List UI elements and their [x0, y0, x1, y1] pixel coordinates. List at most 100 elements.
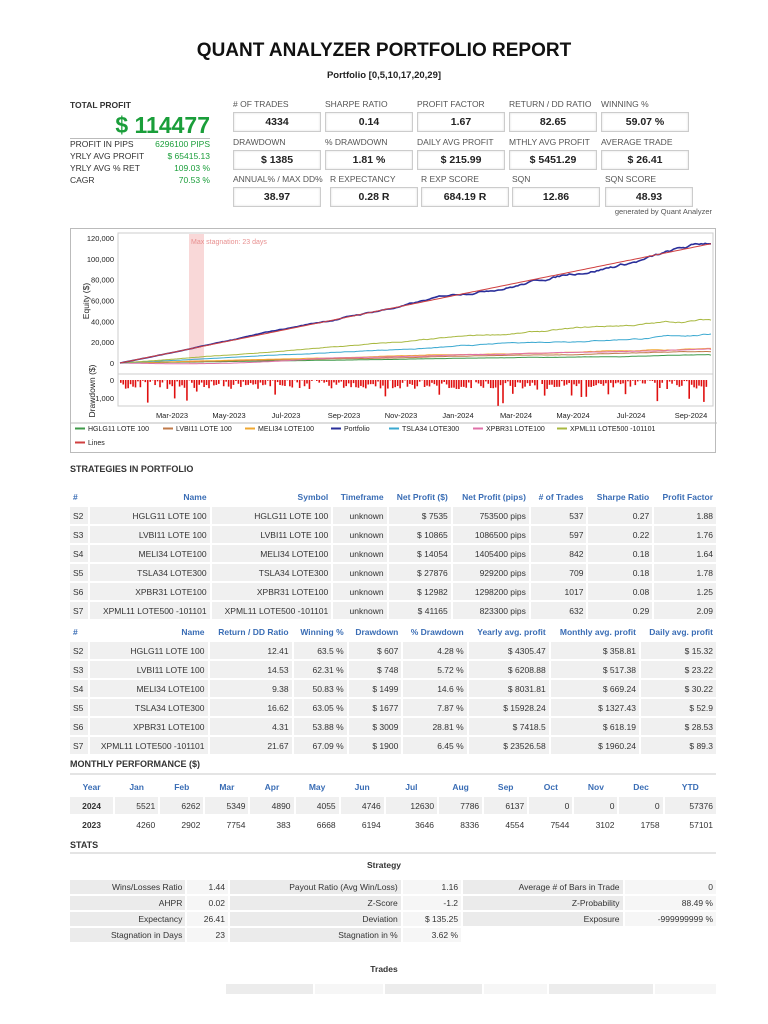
drawdown-bar [639, 380, 641, 381]
drawdown-bar [568, 380, 570, 384]
y-tick-label: 20,000 [91, 338, 114, 347]
stat-label: Average # of Bars in Trade [463, 880, 623, 894]
table-cell: 5521 [115, 797, 159, 814]
strategies-table: # Name Symbol Timeframe Net Profit ($) Net Pr… [68, 486, 718, 621]
table-cell: S4 [70, 545, 88, 562]
y-tick-label: 80,000 [91, 276, 114, 285]
x-tick-label: May-2024 [556, 411, 589, 420]
table-cell: HGLG11 LOTE 100 [89, 507, 210, 524]
kpi-label: ANNUAL% / MAX DD% [233, 174, 323, 184]
table-cell: 50.83 % [293, 680, 347, 697]
kpi-value: $ 5451.29 [509, 150, 597, 170]
table-cell: 0 [574, 797, 618, 814]
drawdown-bar [578, 380, 580, 384]
table-cell: unknown [333, 507, 387, 524]
drawdown-bar [232, 380, 235, 385]
drawdown-bar [455, 380, 458, 389]
table-cell: 0.27 [588, 507, 653, 524]
table-cell: $ 3009 [348, 718, 402, 735]
table-cell: 5349 [205, 797, 249, 814]
table-header-row: Year Jan Feb Mar Apr May Jun Jul Aug Sep Oct Nov Dec… [70, 778, 716, 795]
strategies-metrics-table: # Name Return / DD Ratio Winning % Drawdown%… [68, 621, 718, 756]
drawdown-bar [705, 380, 708, 387]
kpi-label: R EXP SCORE [421, 174, 479, 184]
drawdown-bar [489, 380, 492, 389]
drawdown-bar [661, 380, 664, 383]
stat-label: Z-Score [230, 896, 401, 910]
stats-row: Stagnation in Days 23 Stagnation in % 3.62 … [70, 928, 716, 942]
kpi-label: SQN [512, 174, 531, 184]
equity-axis-label: Equity ($) [81, 283, 91, 320]
table-cell: 4746 [340, 797, 384, 814]
drawdown-bar [335, 380, 338, 385]
drawdown-bar [524, 380, 526, 387]
column-header: Net Profit (pips) [462, 491, 526, 502]
table-cell: 1086500 pips [452, 526, 529, 543]
stat-value: -999999999 % [624, 912, 716, 926]
drawdown-bar [668, 380, 671, 382]
drawdown-bar [137, 380, 139, 382]
kpi-value: 1.81 % [325, 150, 413, 170]
drawdown-bar [338, 380, 340, 383]
table-cell: $ 10865 [388, 526, 451, 543]
drawdown-bar [512, 380, 514, 394]
drawdown-bar [651, 380, 654, 382]
drawdown-bar [374, 380, 377, 387]
divider [70, 138, 210, 139]
legend-label: TSLA34 LOTE300 [402, 426, 459, 433]
drawdown-bar [482, 380, 485, 388]
drawdown-bar [676, 380, 678, 386]
drawdown-bar [159, 380, 161, 388]
column-header: Apr [264, 781, 280, 792]
table-cell: HGLG11 LOTE 100 [89, 642, 208, 659]
table-cell: XPML11 LOTE500 -101101 [211, 602, 332, 619]
series-line [120, 354, 712, 364]
kpi-value: 38.97 [233, 187, 321, 207]
column-header: Return / DD Ratio [218, 626, 289, 637]
kpi-value: 684.19 R [421, 187, 509, 207]
drawdown-axis-label: Drawdown ($) [87, 364, 97, 417]
kpi-label: R EXPECTANCY [330, 174, 396, 184]
drawdown-bar [154, 380, 156, 386]
y-tick-label: 60,000 [91, 297, 114, 306]
drawdown-bar [443, 380, 445, 382]
column-header: Daily avg. profit [649, 626, 713, 637]
drawdown-bar [120, 380, 122, 383]
table-cell: unknown [333, 526, 387, 543]
drawdown-bar [693, 380, 695, 388]
kpi-label: % DRAWDOWN [325, 137, 388, 147]
table-cell: 53.88 % [293, 718, 347, 735]
drawdown-bar [416, 380, 419, 387]
table-cell: 2024 [70, 797, 114, 814]
table-cell: $ 12982 [388, 583, 451, 600]
drawdown-bar [543, 380, 546, 396]
table-cell: 1298200 pips [452, 583, 529, 600]
table-cell: 6137 [484, 797, 528, 814]
table-cell: 0.22 [588, 526, 653, 543]
table-cell: 7544 [550, 819, 570, 830]
drawdown-bar [453, 380, 455, 388]
drawdown-bar [267, 380, 269, 381]
legend-label: Portfolio [344, 426, 370, 433]
drawdown-bar [592, 380, 595, 386]
stats-row: AHPR 0.02 Z-Score -1.2 Z-Probability 88.49 % [70, 896, 716, 910]
drawdown-bar [129, 380, 132, 385]
kpi-label: MTHLY AVG PROFIT [509, 137, 590, 147]
table-cell: $ 28.53 [640, 718, 716, 735]
summary-row: YRLY AVG PROFIT $ 65415.13 [70, 151, 210, 161]
drawdown-bar [360, 380, 362, 386]
drawdown-bar [330, 380, 333, 389]
drawdown-bar [203, 380, 205, 388]
table-cell: 6194 [361, 819, 381, 830]
drawdown-bar [423, 380, 426, 387]
table-cell: $ 4305.47 [468, 642, 549, 659]
trades-table-header [226, 984, 716, 994]
drawdown-bar [391, 380, 394, 389]
summary-label: PROFIT IN PIPS [70, 139, 134, 149]
drawdown-bar [565, 380, 568, 385]
drawdown-bar [632, 380, 634, 381]
drawdown-bar [516, 380, 519, 383]
drawdown-bar [291, 380, 294, 388]
drawdown-bar [382, 380, 384, 386]
table-cell: S6 [70, 583, 88, 600]
